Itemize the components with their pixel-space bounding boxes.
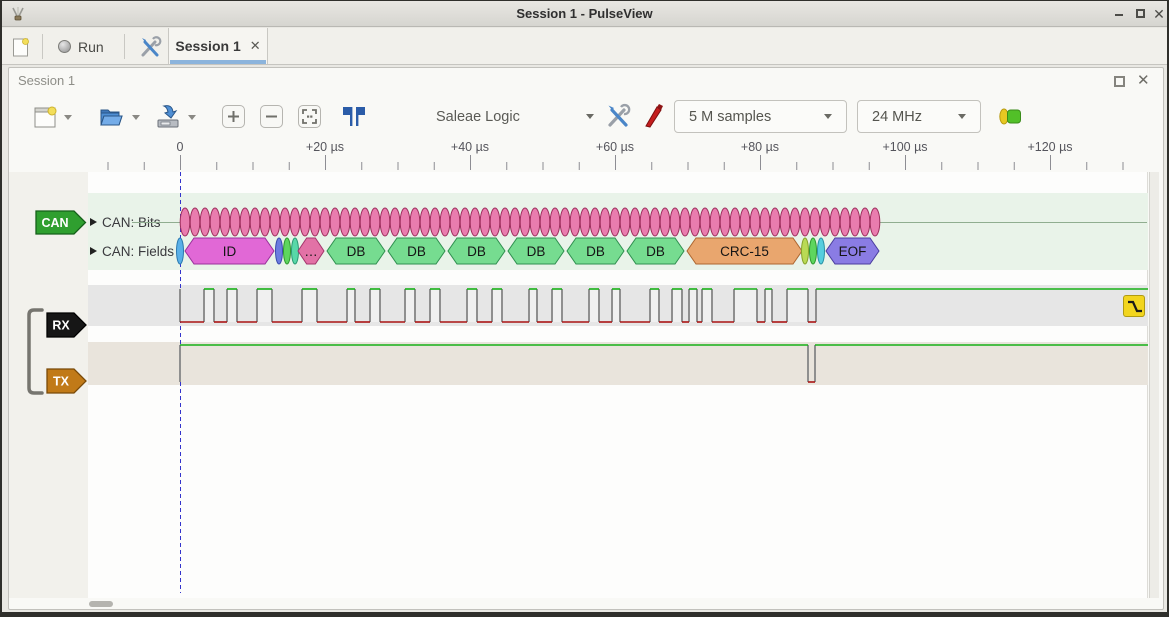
open-dropdown[interactable]: [132, 115, 140, 120]
new-view-button[interactable]: [32, 104, 58, 130]
window-title: Session 1 - PulseView: [516, 6, 653, 21]
device-select[interactable]: Saleae Logic: [436, 100, 594, 133]
window-titlebar[interactable]: Session 1 - PulseView ✕: [2, 1, 1167, 27]
can-fields-row-label[interactable]: CAN: Fields: [90, 243, 174, 259]
new-session-button[interactable]: [12, 32, 30, 61]
minimize-button[interactable]: [1110, 5, 1128, 23]
new-view-icon: [34, 106, 57, 128]
device-config-button[interactable]: [605, 103, 631, 129]
run-button[interactable]: Run: [58, 32, 104, 61]
open-folder-icon: [100, 109, 123, 126]
open-button[interactable]: [98, 104, 125, 129]
sample-count-value: 5 M samples: [689, 108, 772, 125]
run-label: Run: [78, 38, 104, 55]
trigger-marker[interactable]: [1123, 295, 1145, 317]
decoder-row-background: [88, 193, 1148, 270]
add-decoder-button[interactable]: [999, 108, 1024, 125]
run-icon: [58, 40, 71, 53]
show-cursors-button[interactable]: [342, 106, 366, 127]
close-button[interactable]: ✕: [1153, 6, 1165, 22]
new-view-dropdown[interactable]: [64, 115, 72, 120]
session-restore-icon[interactable]: [1114, 76, 1125, 87]
plus-icon: [228, 111, 239, 122]
vertical-scrollbar[interactable]: [1149, 172, 1159, 598]
wrench-screwdriver-icon: [608, 103, 631, 127]
chevron-down-icon: [958, 114, 966, 119]
probe-icon: [645, 104, 663, 128]
label-gutter: [9, 172, 88, 598]
new-file-icon: [13, 37, 29, 56]
save-icon: [157, 105, 179, 128]
channels-button[interactable]: [642, 103, 666, 129]
toolbar-separator: [124, 34, 125, 59]
zoom-in-button[interactable]: [222, 105, 245, 128]
save-button[interactable]: [154, 103, 182, 130]
app-icon: [10, 5, 26, 26]
decoder-icon: [999, 108, 1021, 125]
session-tab[interactable]: Session 1 ✕: [168, 28, 268, 64]
sample-count-select[interactable]: 5 M samples: [674, 100, 847, 133]
rx-row-background: [88, 285, 1148, 326]
falling-edge-icon: [1128, 300, 1142, 313]
sample-rate-select[interactable]: 24 MHz: [857, 100, 981, 133]
horizontal-scrollbar[interactable]: [89, 601, 113, 607]
chevron-down-icon: [586, 114, 594, 119]
maximize-button[interactable]: [1131, 5, 1149, 23]
main-toolbar: Run Session 1 ✕: [2, 28, 1167, 65]
expander-icon[interactable]: [90, 218, 97, 226]
session-window-title: Session 1: [18, 73, 76, 88]
session-tab-label: Session 1: [175, 38, 241, 54]
chevron-down-icon: [188, 115, 196, 120]
zoom-fit-button[interactable]: [298, 105, 321, 128]
cursors-flags-icon: [343, 107, 365, 126]
expander-icon[interactable]: [90, 247, 97, 255]
tx-row-background: [88, 342, 1148, 385]
sample-rate-value: 24 MHz: [872, 108, 922, 125]
chevron-down-icon: [824, 114, 832, 119]
chevron-down-icon: [132, 115, 140, 120]
save-dropdown[interactable]: [188, 115, 196, 120]
settings-button[interactable]: [138, 32, 162, 61]
tab-close-icon[interactable]: ✕: [249, 38, 261, 53]
zoom-fit-icon: [302, 109, 317, 124]
device-select-value: Saleae Logic: [436, 108, 520, 125]
active-tab-indicator: [170, 60, 266, 64]
toolbar-separator: [42, 34, 43, 59]
chevron-down-icon: [64, 115, 72, 120]
minus-icon: [266, 115, 277, 118]
session-close-icon[interactable]: ✕: [1137, 72, 1150, 89]
wrench-screwdriver-icon: [141, 35, 162, 56]
can-bits-row-label[interactable]: CAN: Bits: [90, 214, 161, 230]
zoom-out-button[interactable]: [260, 105, 283, 128]
